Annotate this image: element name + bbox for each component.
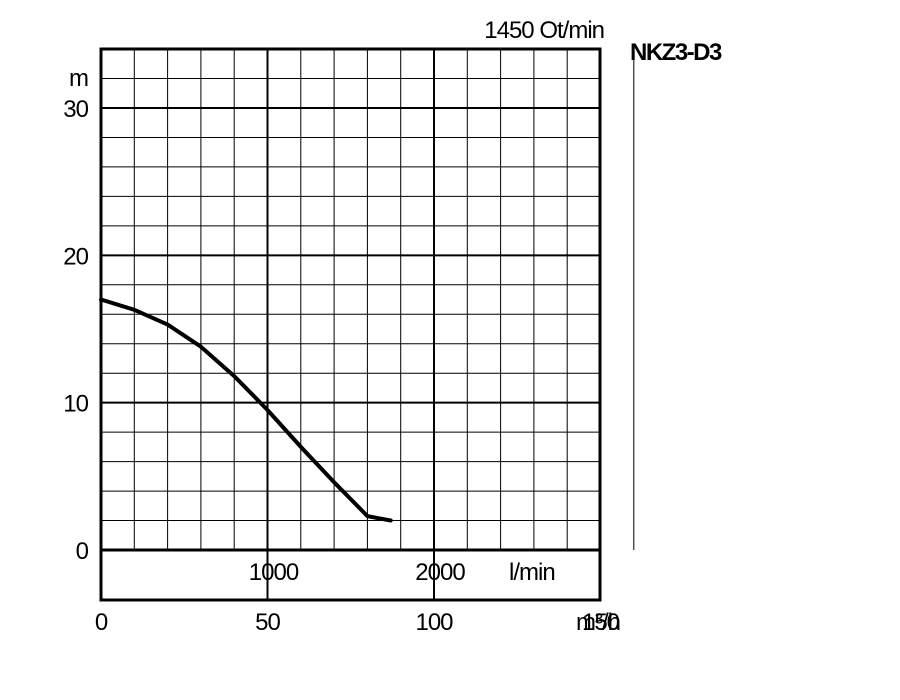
grid [100,49,635,600]
plot-frame [99,47,602,602]
pump-curve-line [99,297,393,523]
chart-title: 1450 Ot/min [484,17,604,44]
secondary-x-tick-label: 2000 [415,559,465,586]
y-tick-label: 0 [76,538,89,565]
secondary-x-tick-label: 1000 [249,559,299,586]
y-tick-label: 20 [63,243,88,270]
y-tick-label: 10 [63,391,88,418]
x-tick-label: 0 [95,609,108,636]
x-axis-label: m³/h [576,609,620,636]
x-tick-label: 50 [255,609,280,636]
x-tick-label: 150 [582,609,620,636]
y-tick-label: 30 [63,96,88,123]
x-tick-label: 100 [415,609,453,636]
marks: 0 10 20 30 0 50 100 150 1000 2000 [63,96,620,636]
y-axis-label: m [69,65,88,92]
model-label: NKZ3-D3 [630,39,722,66]
secondary-x-axis-label: l/min [509,559,555,586]
